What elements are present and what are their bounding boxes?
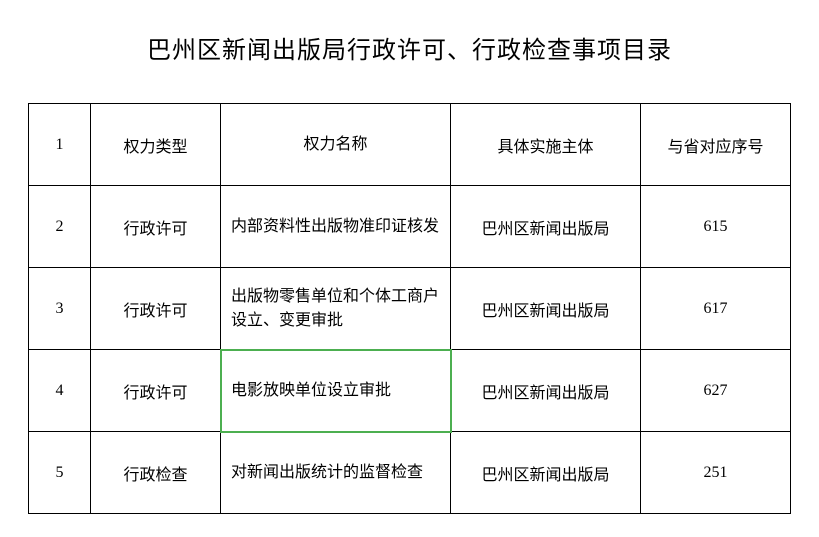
cell-type: 行政许可	[91, 186, 221, 268]
cell-type: 行政许可	[91, 350, 221, 432]
table-row: 4行政许可电影放映单位设立审批巴州区新闻出版局627	[29, 350, 791, 432]
col-header-type: 权力类型	[91, 104, 221, 186]
cell-seq: 627	[641, 350, 791, 432]
cell-body: 巴州区新闻出版局	[451, 268, 641, 350]
catalog-table: 1 权力类型 权力名称 具体实施主体 与省对应序号 2行政许可内部资料性出版物准…	[28, 103, 791, 514]
col-header-name: 权力名称	[221, 104, 451, 186]
cell-index: 4	[29, 350, 91, 432]
cell-name: 对新闻出版统计的监督检查	[221, 432, 451, 514]
cell-seq: 617	[641, 268, 791, 350]
cell-name: 电影放映单位设立审批	[221, 350, 451, 432]
col-header-seq: 与省对应序号	[641, 104, 791, 186]
col-header-index: 1	[29, 104, 91, 186]
cell-name: 出版物零售单位和个体工商户设立、变更审批	[221, 268, 451, 350]
col-header-body: 具体实施主体	[451, 104, 641, 186]
document-page: 巴州区新闻出版局行政许可、行政检查事项目录 1 权力类型 权力名称 具体实施主体…	[0, 0, 819, 514]
cell-body: 巴州区新闻出版局	[451, 432, 641, 514]
cell-name: 内部资料性出版物准印证核发	[221, 186, 451, 268]
page-title: 巴州区新闻出版局行政许可、行政检查事项目录	[28, 30, 791, 65]
table-row: 5行政检查对新闻出版统计的监督检查巴州区新闻出版局251	[29, 432, 791, 514]
cell-index: 5	[29, 432, 91, 514]
cell-seq: 251	[641, 432, 791, 514]
cell-body: 巴州区新闻出版局	[451, 350, 641, 432]
cell-type: 行政许可	[91, 268, 221, 350]
cell-seq: 615	[641, 186, 791, 268]
table-header-row: 1 权力类型 权力名称 具体实施主体 与省对应序号	[29, 104, 791, 186]
table-row: 2行政许可内部资料性出版物准印证核发巴州区新闻出版局615	[29, 186, 791, 268]
cell-body: 巴州区新闻出版局	[451, 186, 641, 268]
table-row: 3行政许可出版物零售单位和个体工商户设立、变更审批巴州区新闻出版局617	[29, 268, 791, 350]
cell-index: 3	[29, 268, 91, 350]
cell-index: 2	[29, 186, 91, 268]
cell-type: 行政检查	[91, 432, 221, 514]
table-body: 2行政许可内部资料性出版物准印证核发巴州区新闻出版局6153行政许可出版物零售单…	[29, 186, 791, 514]
